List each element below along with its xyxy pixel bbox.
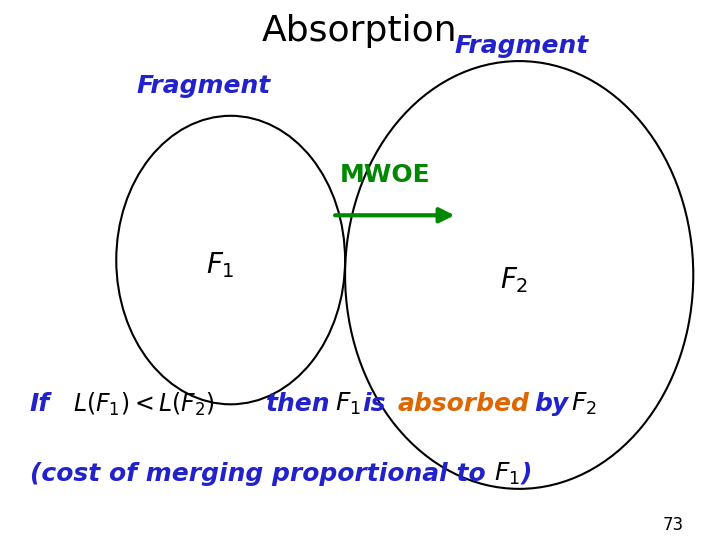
Text: $\mathit{F}_1$: $\mathit{F}_1$ xyxy=(335,391,361,417)
Text: absorbed: absorbed xyxy=(398,392,530,416)
Text: Absorption: Absorption xyxy=(262,14,458,48)
Text: MWOE: MWOE xyxy=(340,164,430,187)
Text: (cost of merging proportional to: (cost of merging proportional to xyxy=(30,462,485,486)
Text: Fragment: Fragment xyxy=(454,34,589,58)
Text: If: If xyxy=(30,392,50,416)
Text: then: then xyxy=(266,392,330,416)
Text: $\mathit{F}_2$: $\mathit{F}_2$ xyxy=(571,391,597,417)
Text: Fragment: Fragment xyxy=(136,74,271,98)
Text: is: is xyxy=(362,392,385,416)
Text: by: by xyxy=(534,392,568,416)
Text: $\mathit{F}_1$: $\mathit{F}_1$ xyxy=(207,250,235,280)
Text: $\mathit{F}_2$: $\mathit{F}_2$ xyxy=(500,265,528,295)
Text: 73: 73 xyxy=(662,516,683,534)
Text: ): ) xyxy=(521,462,533,486)
Text: $L(F_1) < L(F_2)$: $L(F_1) < L(F_2)$ xyxy=(73,391,215,418)
Text: $\mathit{F}_1$: $\mathit{F}_1$ xyxy=(495,461,520,487)
